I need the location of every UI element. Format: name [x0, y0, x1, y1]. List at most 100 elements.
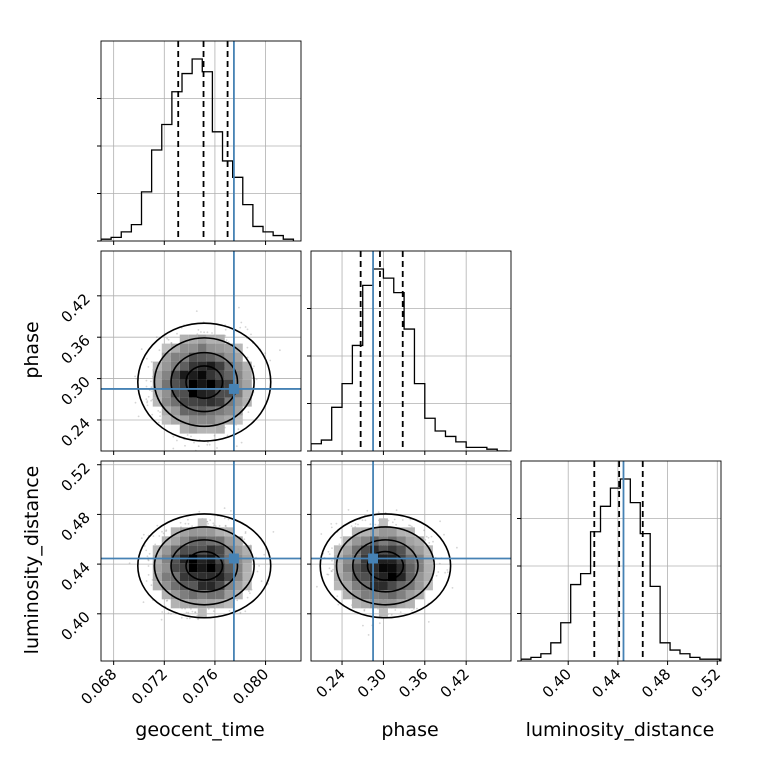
scatter-point	[145, 398, 148, 401]
scatter-point	[363, 608, 366, 611]
scatter-point	[350, 525, 353, 527]
density-cell	[351, 545, 361, 555]
density-cell	[197, 415, 207, 425]
density-cell	[197, 397, 207, 407]
scatter-point	[354, 523, 357, 525]
density-cell	[224, 572, 234, 582]
density-cell	[215, 406, 225, 416]
density-cell	[179, 545, 189, 555]
x-tick-label-phase: 0.36	[395, 665, 431, 701]
density-cell	[206, 334, 216, 344]
density-cell	[152, 581, 162, 591]
panel-content	[101, 41, 301, 241]
density-cell	[161, 379, 171, 389]
scatter-point	[187, 518, 189, 521]
density-cell	[197, 424, 207, 434]
density-cell	[215, 563, 225, 573]
x-tick-label-luminosity_distance: 0.40	[539, 665, 575, 701]
scatter-point	[206, 331, 209, 334]
density-cell	[369, 590, 379, 600]
density-cell	[215, 379, 225, 389]
scatter-point	[327, 550, 330, 553]
scatter-point	[250, 333, 252, 336]
y-tick-label-luminosity_distance: 0.48	[57, 509, 93, 545]
contour-level-4	[137, 513, 272, 619]
scatter-point	[328, 553, 331, 555]
scatter-point	[191, 525, 194, 528]
scatter-point	[142, 533, 145, 536]
scatter-point	[140, 348, 143, 350]
scatter-point	[165, 530, 167, 532]
scatter-point	[151, 413, 154, 416]
density-cell	[342, 545, 352, 555]
density-cell	[387, 572, 397, 582]
scatter-point	[152, 535, 155, 537]
density-cell	[351, 599, 361, 609]
density-cell	[206, 379, 216, 389]
scatter-point	[128, 562, 131, 565]
scatter-point	[187, 611, 190, 614]
scatter-point	[387, 519, 390, 522]
x-tick-label-phase: 0.42	[437, 665, 473, 701]
scatter-point	[337, 603, 340, 606]
scatter-point	[195, 310, 198, 312]
scatter-point	[394, 609, 397, 611]
scatter-point	[162, 532, 165, 535]
contour-level-3	[335, 526, 436, 606]
panel-frame	[100, 460, 302, 662]
histogram-step-luminosity_distance	[521, 478, 721, 661]
density-cell	[206, 563, 216, 573]
scatter-point	[147, 395, 150, 398]
y-tick-label-luminosity_distance: 0.40	[57, 608, 93, 644]
scatter-point	[209, 519, 212, 522]
scatter-point	[147, 574, 150, 576]
scatter-point	[203, 331, 206, 334]
density-cell	[179, 334, 189, 344]
density-cell	[161, 397, 171, 407]
scatter-point	[145, 379, 148, 382]
density-cell	[233, 361, 243, 371]
panel-content	[101, 461, 301, 661]
scatter-point	[362, 624, 364, 627]
scatter-point	[206, 443, 209, 446]
scatter-point	[446, 569, 449, 571]
scatter-point	[187, 457, 189, 459]
scatter-point	[240, 441, 243, 444]
density-cell	[405, 563, 415, 573]
density-cell	[206, 527, 216, 537]
density-cell	[233, 343, 243, 353]
density-cell	[369, 563, 379, 573]
contour-level-1	[185, 550, 224, 581]
density-cell	[423, 563, 433, 573]
scatter-point	[166, 599, 169, 602]
scatter-point	[212, 610, 215, 613]
density-cell	[215, 334, 225, 344]
scatter-point	[158, 535, 161, 537]
scatter-point	[244, 531, 247, 533]
scatter-point	[456, 546, 458, 549]
scatter-point	[196, 333, 199, 335]
scatter-point	[244, 326, 247, 328]
contour-level-1	[185, 365, 224, 400]
density-cell	[161, 590, 171, 600]
scatter-point	[391, 521, 394, 524]
density-cell	[369, 545, 379, 555]
density-cell	[360, 572, 370, 582]
density-cell	[396, 545, 406, 555]
scatter-point	[150, 386, 153, 389]
density-cell	[179, 590, 189, 600]
scatter-point	[224, 334, 227, 337]
axis-labels-layer: geocent_time phase luminosity_distance p…	[21, 321, 714, 741]
scatter-point	[211, 332, 213, 334]
density-cell	[351, 536, 361, 546]
density-cell	[170, 370, 180, 380]
scatter-point	[170, 342, 173, 344]
scatter-point	[393, 518, 396, 521]
density-cell	[170, 361, 180, 371]
density-cell	[179, 599, 189, 609]
density-cell	[360, 545, 370, 555]
scatter-point	[214, 525, 217, 528]
scatter-point	[260, 580, 263, 583]
panel-content	[521, 461, 721, 661]
scatter-point	[225, 339, 228, 341]
